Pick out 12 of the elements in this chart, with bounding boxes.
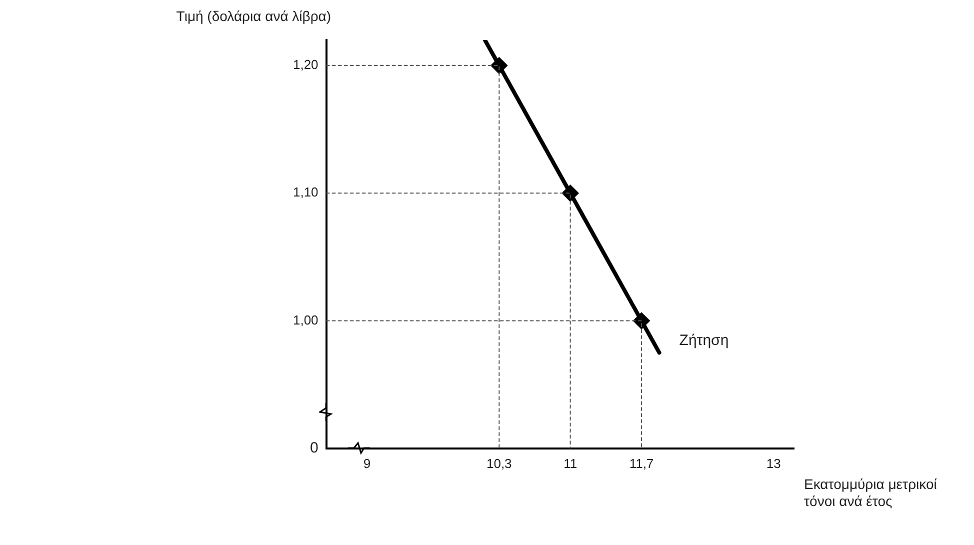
series-label: Ζήτηση — [679, 332, 729, 349]
x-tick-label: 10,3 — [486, 456, 512, 471]
y-tick-label: 1,00 — [292, 312, 318, 328]
x-tick-label: 11,7 — [629, 456, 654, 471]
x-axis-title: Εκατομμύρια μετρικοί τόνοι ανά έτος — [804, 476, 938, 510]
x-tick-label: 13 — [766, 456, 781, 471]
y-tick-label: 1,10 — [292, 184, 318, 200]
y-axis-title: Τιμή (δολάρια ανά λίβρα) — [176, 8, 332, 24]
x-tick-label: 9 — [363, 456, 371, 471]
x-tick-label: 11 — [564, 456, 578, 471]
text: 0 — [310, 440, 318, 457]
y-tick-label: 1,20 — [292, 57, 318, 72]
